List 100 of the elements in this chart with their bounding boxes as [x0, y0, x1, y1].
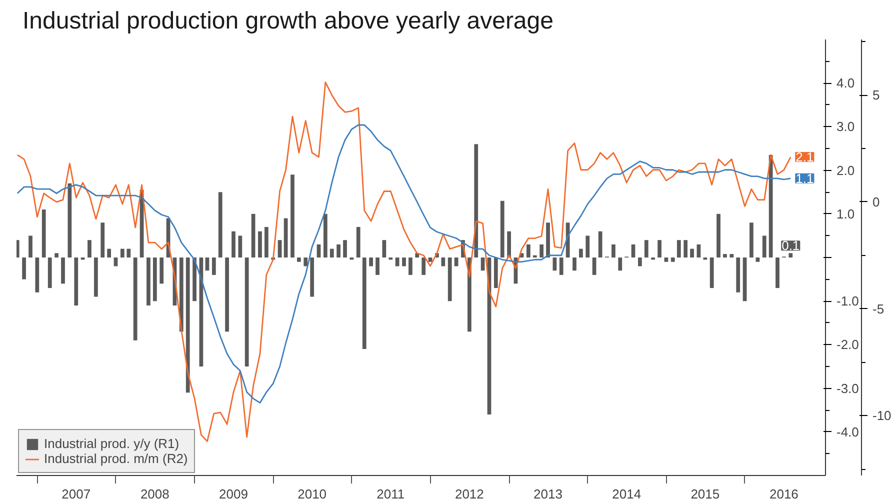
- bar: [579, 248, 583, 258]
- bar: [670, 258, 675, 262]
- x-tick-label: 2007: [62, 486, 91, 501]
- bar: [500, 200, 504, 258]
- bar: [494, 258, 498, 288]
- bar: [382, 240, 386, 258]
- bar: [762, 236, 766, 258]
- bar: [258, 231, 262, 258]
- bar: [559, 258, 564, 275]
- bar: [441, 258, 446, 266]
- bar: [48, 258, 52, 288]
- bar: [238, 236, 242, 258]
- y-tick-label: -2.0: [836, 337, 859, 352]
- bar: [592, 258, 596, 275]
- bar: [716, 214, 720, 258]
- bar: [618, 258, 622, 271]
- bar: [480, 258, 485, 271]
- bar: [690, 248, 694, 258]
- x-tick-label: 2012: [454, 486, 484, 501]
- bar: [395, 258, 400, 266]
- x-tick-label: 2009: [219, 486, 248, 501]
- bar: [336, 244, 340, 258]
- x-tick-label: 2011: [376, 486, 405, 501]
- bar: [94, 258, 98, 297]
- bar: [788, 253, 793, 258]
- bar: [428, 258, 432, 262]
- data-label: 0.1: [782, 238, 800, 254]
- y-tick-label: 1.0: [836, 206, 855, 222]
- y-tick-label: 2.0: [836, 162, 855, 178]
- bar: [658, 240, 662, 258]
- bar: [264, 226, 268, 258]
- bar: [316, 244, 321, 258]
- bar: [742, 258, 747, 302]
- legend-label: Industrial prod. m/m (R2): [44, 451, 188, 466]
- bar: [750, 222, 754, 258]
- bar: [540, 244, 544, 258]
- y2-tick-label: -10: [872, 408, 892, 424]
- bar: [448, 258, 452, 302]
- bar: [644, 240, 648, 258]
- bar: [126, 248, 131, 258]
- x-tick-label: 2016: [769, 486, 798, 501]
- bar: [343, 240, 347, 258]
- bar: [546, 222, 550, 258]
- bar: [768, 155, 773, 258]
- bar: [638, 258, 642, 266]
- bar: [244, 258, 249, 366]
- bar: [297, 258, 301, 262]
- bar: [526, 244, 530, 258]
- bar: [35, 258, 40, 292]
- bar: [225, 258, 229, 332]
- bar: [107, 248, 112, 258]
- bar: [28, 236, 32, 258]
- bar: [422, 258, 426, 275]
- y-tick-label: 4.0: [836, 76, 855, 91]
- bar: [552, 258, 557, 271]
- bar: [723, 254, 727, 258]
- bar: [212, 258, 216, 275]
- bar: [42, 210, 46, 258]
- y-tick-label: -4.0: [836, 424, 859, 440]
- bar: [16, 240, 20, 258]
- bar: [676, 240, 681, 258]
- bar: [736, 258, 740, 292]
- y-tick-label: 3.0: [836, 119, 855, 134]
- bar: [323, 214, 328, 258]
- bar: [74, 258, 78, 306]
- x-tick-label: 2008: [140, 486, 170, 501]
- bar: [179, 258, 184, 332]
- bar: [192, 258, 196, 302]
- bar: [54, 253, 58, 258]
- bar: [408, 258, 412, 275]
- legend-label: Industrial prod. y/y (R1): [44, 436, 180, 451]
- bar: [284, 218, 288, 258]
- bar: [598, 231, 602, 258]
- bar: [356, 226, 360, 258]
- bar: [376, 258, 380, 275]
- bar: [572, 258, 576, 271]
- bar: [310, 258, 314, 297]
- bar: [586, 236, 590, 258]
- x-tick-label: 2015: [690, 486, 720, 501]
- bar: [133, 258, 138, 340]
- y-tick-label: -3.0: [836, 380, 859, 396]
- bar: [61, 258, 65, 284]
- y2-tick-label: 0: [872, 194, 880, 210]
- bar: [304, 258, 308, 266]
- chart-title: Industrial production growth above yearly average: [22, 8, 554, 34]
- bar: [362, 258, 366, 350]
- bar: [88, 240, 92, 258]
- bar: [232, 231, 236, 258]
- data-label: 1.1: [796, 170, 814, 186]
- y2-tick-label: -5: [872, 301, 884, 316]
- bar: [160, 258, 164, 284]
- bar: [22, 258, 26, 280]
- bar: [218, 192, 222, 258]
- bar: [507, 231, 511, 258]
- bar: [278, 240, 282, 258]
- y-tick-label: -1.0: [836, 294, 859, 309]
- bar: [330, 248, 334, 258]
- bar: [710, 258, 714, 288]
- bar: [205, 258, 210, 271]
- y2-tick-label: 5: [872, 88, 880, 103]
